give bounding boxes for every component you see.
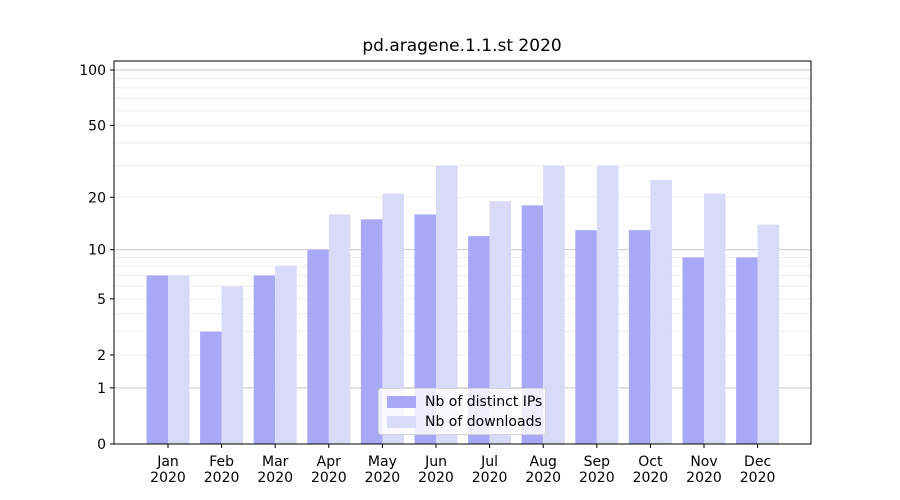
chart-title: pd.aragene.1.1.st 2020 [362, 36, 562, 56]
x-tick-label-year: 2020 [150, 470, 186, 486]
x-tick-label-month: Jan [156, 454, 179, 470]
x-tick-label-year: 2020 [365, 470, 401, 486]
x-tick-label-month: Dec [744, 454, 771, 470]
bar-aug-ips [521, 205, 544, 444]
legend-swatch-distinct-ips [387, 395, 416, 408]
x-tick-label-year: 2020 [686, 470, 722, 486]
y-tick-label: 50 [88, 118, 106, 134]
x-tick-label-year: 2020 [418, 470, 454, 486]
y-tick-label: 20 [88, 190, 106, 206]
x-tick-label-month: Jun [424, 454, 447, 470]
x-tick-label-month: Nov [690, 454, 717, 470]
x-tick-label-month: Feb [209, 454, 234, 470]
legend-item-distinct-ips: Nb of distinct IPs [387, 394, 542, 410]
legend: Nb of distinct IPs Nb of downloads [378, 388, 546, 435]
x-tick-label-month: Apr [317, 454, 341, 470]
x-tick-label-year: 2020 [525, 470, 561, 486]
bar-feb-downloads [221, 286, 244, 444]
bar-aug-downloads [543, 165, 565, 444]
bar-jun-ips [414, 214, 436, 444]
y-tick-label: 2 [97, 348, 106, 364]
bar-jan-downloads [168, 275, 190, 444]
bar-may-downloads [382, 193, 404, 444]
x-tick-label-year: 2020 [740, 470, 776, 486]
bar-mar-downloads [275, 265, 297, 444]
x-tick-label-year: 2020 [579, 470, 615, 486]
bar-mar-ips [253, 275, 276, 444]
legend-swatch-downloads [387, 415, 416, 428]
bar-dec-ips [736, 257, 758, 444]
legend-label-distinct-ips: Nb of distinct IPs [425, 393, 543, 410]
y-tick-label: 1 [97, 381, 106, 397]
x-tick-label-year: 2020 [204, 470, 240, 486]
y-tick-label: 100 [79, 63, 106, 79]
bar-oct-downloads [650, 179, 672, 445]
bar-feb-ips [200, 331, 222, 444]
bar-jun-downloads [436, 165, 458, 444]
x-tick-label-month: May [368, 454, 397, 470]
x-tick-label-year: 2020 [633, 470, 669, 486]
x-tick-label-month: Aug [530, 454, 557, 470]
x-tick-label-month: Sep [584, 454, 611, 470]
bar-may-ips [360, 219, 383, 444]
x-tick-label-month: Jul [480, 454, 498, 470]
y-tick-label: 10 [88, 243, 106, 259]
bar-dec-downloads [757, 224, 780, 444]
y-tick-label: 5 [97, 292, 106, 308]
bar-apr-ips [307, 249, 329, 444]
y-tick-label: 0 [97, 437, 106, 453]
x-tick-label-month: Mar [262, 454, 289, 470]
bar-sep-ips [575, 230, 597, 444]
bar-jan-ips [146, 275, 168, 444]
legend-item-downloads: Nb of downloads [387, 414, 542, 430]
x-tick-label-year: 2020 [311, 470, 347, 486]
bar-jul-downloads [489, 201, 512, 444]
x-tick-label-year: 2020 [472, 470, 508, 486]
x-tick-label-year: 2020 [257, 470, 293, 486]
bar-sep-downloads [596, 165, 619, 444]
bar-apr-downloads [328, 214, 351, 444]
bar-nov-downloads [704, 193, 726, 444]
bar-nov-ips [682, 257, 704, 444]
bar-oct-ips [628, 230, 651, 444]
plot-frame [113, 60, 812, 445]
legend-label-downloads: Nb of downloads [425, 413, 542, 430]
x-tick-label-month: Oct [638, 454, 663, 470]
